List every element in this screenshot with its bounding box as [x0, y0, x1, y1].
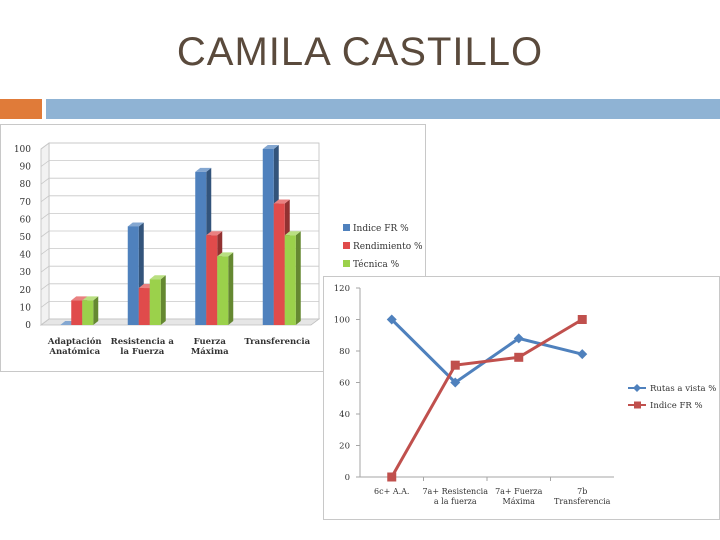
y-tick-label: 10: [20, 303, 32, 313]
y-tick-label: 100: [334, 316, 350, 326]
bar-side: [228, 252, 234, 325]
x-tick-label: 6c+ A.A.: [374, 487, 409, 496]
y-tick-label: 100: [14, 145, 31, 155]
y-tick-label: 70: [20, 198, 32, 208]
bar-Técnica %: [82, 300, 94, 325]
y-tick-label: 80: [339, 347, 350, 357]
bar-Indice FR %: [127, 226, 139, 325]
bar-chart: 0 10 20 30 40 50 60 70 80 90 100 Adaptación Anatómic…: [14, 142, 423, 357]
y-tick-label: 60: [339, 379, 350, 389]
point-Rutas a vista %: [386, 314, 397, 325]
bar-top: [195, 167, 212, 172]
y-tick-label: 20: [20, 286, 32, 296]
bar-Rendimiento %: [273, 203, 285, 325]
gridline: [40, 213, 319, 220]
y-tick-label: 50: [20, 233, 32, 243]
bar-top: [82, 296, 99, 301]
point-Indice FR %: [450, 360, 460, 370]
bar-top: [127, 222, 144, 227]
y-tick-label: 0: [25, 321, 31, 331]
bar-top: [273, 199, 290, 204]
legend-marker: [633, 384, 641, 392]
x-tick-label: 7b Transferencia: [554, 487, 611, 506]
series-line-Indice FR %: [390, 318, 584, 478]
bar-Indice FR %: [262, 149, 274, 325]
point-Indice FR %: [577, 315, 587, 324]
y-tick-label: 60: [20, 215, 32, 225]
line-chart: 0 20 40 60 80 100 120 6c+ A.A. 7a+ Resistencia a …: [334, 284, 717, 506]
accent-bar-orange: [0, 99, 42, 119]
gridline: [40, 177, 319, 185]
slide-title: CAMILA CASTILLO: [176, 30, 544, 74]
point-Indice FR %: [514, 352, 524, 362]
legend-label: Técnica %: [353, 259, 400, 270]
gridline: [40, 248, 319, 255]
legend-swatch: [343, 260, 350, 267]
y-tick-label: 80: [20, 180, 32, 190]
bar-Técnica %: [284, 235, 296, 325]
point-Rutas a vista %: [577, 349, 588, 360]
legend-label: Rutas a vista %: [650, 384, 716, 394]
bar-Rendimiento %: [206, 235, 218, 325]
point-Rutas a vista %: [513, 333, 524, 344]
accent-bar-blue: [46, 99, 720, 119]
legend-label: Indice FR %: [650, 401, 703, 411]
gridline: [40, 160, 319, 167]
x-tick-label: Transferencia: [244, 337, 310, 347]
gridline: [40, 142, 319, 150]
y-tick-label: 0: [345, 473, 350, 483]
y-tick-label: 40: [339, 410, 350, 420]
bar-side: [93, 296, 99, 325]
x-tick-label: 7a+ Fuerza Máxima: [495, 487, 543, 506]
y-tick-label: 120: [334, 284, 350, 294]
bar-top: [149, 275, 166, 280]
legend-label: Rendimiento %: [353, 242, 423, 252]
point-Rutas a vista %: [450, 377, 461, 388]
gridline: [40, 230, 319, 238]
bar-Rendimiento %: [71, 300, 83, 325]
bar-top: [217, 252, 234, 257]
line-chart-panel: 0 20 40 60 80 100 120 6c+ A.A. 7a+ Resistencia a …: [323, 276, 720, 520]
x-tick-label: 7a+ Resistencia a la fuerza: [422, 487, 488, 506]
legend-swatch: [343, 242, 350, 249]
y-tick-label: 40: [20, 251, 32, 261]
series-line-Rutas a vista %: [390, 318, 583, 385]
point-Indice FR %: [387, 472, 397, 482]
bar-side: [160, 275, 166, 325]
bar-Técnica %: [149, 279, 161, 325]
y-tick-label: 30: [20, 268, 32, 278]
bar-top: [206, 231, 223, 236]
bar-top: [284, 231, 301, 236]
x-tick-label: Resistencia a la Fuerza: [111, 337, 175, 357]
legend-marker: [634, 401, 641, 409]
x-tick-label: Adaptación Anatómica: [47, 336, 102, 357]
bar-chart-panel: 0 10 20 30 40 50 60 70 80 90 100 Adaptación Anatómic…: [0, 124, 426, 372]
bar-top: [71, 296, 88, 301]
y-tick-label: 20: [339, 442, 350, 452]
legend-swatch: [343, 224, 350, 231]
legend-label: Indice FR %: [353, 224, 409, 234]
x-tick-label: Fuerza Máxima: [191, 337, 229, 357]
gridline: [40, 195, 319, 203]
bar-side: [295, 231, 301, 325]
bar-Técnica %: [217, 256, 229, 325]
bar-Indice FR %: [195, 171, 207, 325]
bar-top: [262, 145, 279, 149]
y-tick-label: 90: [20, 163, 32, 173]
bar-Rendimiento %: [138, 288, 150, 325]
